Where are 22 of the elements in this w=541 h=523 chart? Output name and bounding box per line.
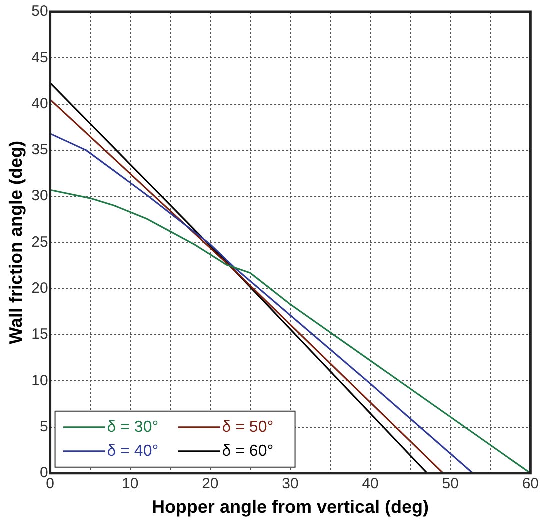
y-tick-label: 25	[32, 234, 48, 251]
y-tick-label: 40	[32, 95, 48, 112]
y-tick-label: 20	[32, 280, 48, 297]
legend-label: δ = 50°	[222, 418, 274, 436]
y-axis-title: Wall friction angle (deg)	[6, 141, 26, 344]
y-tick-label: 45	[32, 49, 48, 66]
x-tick-label: 10	[122, 476, 139, 493]
legend-label: δ = 30°	[107, 418, 159, 436]
x-tick-label: 50	[442, 476, 459, 493]
x-axis-title: Hopper angle from vertical (deg)	[152, 497, 429, 518]
y-tick-label: 30	[32, 188, 48, 205]
y-tick-label: 35	[32, 142, 48, 159]
x-tick-label: 20	[202, 476, 219, 493]
y-tick-label: 10	[32, 372, 48, 390]
x-tick-label: 40	[362, 476, 379, 493]
legend-label: δ = 40°	[107, 442, 159, 460]
y-tick-label: 5	[40, 418, 48, 436]
x-tick-label: 60	[522, 476, 539, 493]
x-tick-label: 30	[282, 476, 299, 493]
y-tick-label: 15	[32, 326, 48, 344]
legend-label: δ = 60°	[222, 442, 274, 460]
y-tick-label: 50	[32, 3, 48, 20]
